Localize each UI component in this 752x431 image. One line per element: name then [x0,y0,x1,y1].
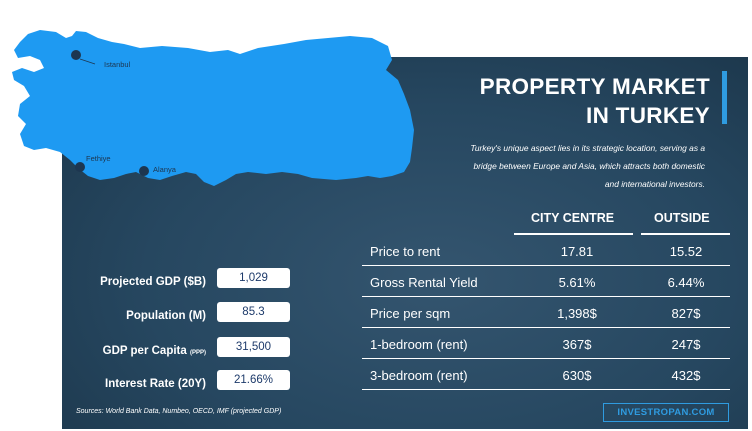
istanbul-leader [79,58,96,65]
table-row: Gross Rental Yield 5.61% 6.44% [362,266,730,297]
kpi-label-text: Projected GDP ($B) [100,276,206,288]
kpi-label-population: Population (M) [72,310,206,322]
alanya-dot [139,166,149,176]
subtitle-line-2: bridge between Europe and Asia, which at… [473,161,705,171]
kpi-value-gdp-per-capita: 31,500 [217,337,290,357]
table-row: 3-bedroom (rent) 630$ 432$ [362,359,730,390]
kpi-label-text: Interest Rate (20Y) [105,378,206,390]
page-title: PROPERTY MARKET IN TURKEY [480,72,710,130]
row-divider [362,389,730,390]
row-divider [362,296,730,297]
kpi-label-gdp-per-capita: GDP per Capita (PPP) [72,345,206,357]
subtitle: Turkey's unique aspect lies in its strat… [405,139,705,193]
row-label: 3-bedroom (rent) [370,368,468,383]
title-accent-bar [722,71,727,124]
row-label: Price to rent [370,244,441,259]
column-header-underline-city [514,233,633,235]
table-row: Price to rent 17.81 15.52 [362,235,730,266]
title-line-2: IN TURKEY [586,103,710,128]
kpi-value-population: 85.3 [217,302,290,322]
column-header-city-centre: CITY CENTRE [531,211,615,225]
column-header-outside: OUTSIDE [654,211,710,225]
kpi-value-interest-rate: 21.66% [217,370,290,390]
subtitle-line-1: Turkey's unique aspect lies in its strat… [470,143,705,153]
row-divider [362,327,730,328]
subtitle-line-3: and international investors. [604,179,705,189]
row-value-city: 630$ [562,368,592,383]
row-value-city: 1,398$ [557,306,597,321]
kpi-label-text: GDP per Capita [102,345,187,357]
brand-link[interactable]: INVESTROPAN.COM [603,403,729,422]
row-value-outside: 15.52 [669,244,703,259]
city-label-istanbul: Istanbul [104,60,131,69]
row-divider [362,265,730,266]
turkey-map [12,30,414,186]
turkey-map-shape [12,30,414,186]
istanbul-dot [71,50,81,60]
row-value-outside: 6.44% [667,275,705,290]
kpi-label-projected-gdp: Projected GDP ($B) [72,276,206,288]
row-label: Price per sqm [370,306,451,321]
sources-note: Sources: World Bank Data, Numbeo, OECD, … [76,408,282,415]
row-value-outside: 827$ [671,306,701,321]
row-value-outside: 432$ [671,368,701,383]
row-value-city: 5.61% [558,275,596,290]
column-header-underline-outside [641,233,730,235]
fethiye-dot [75,162,85,172]
title-line-1: PROPERTY MARKET [479,74,710,99]
kpi-label-interest-rate: Interest Rate (20Y) [72,378,206,390]
city-label-fethiye: Fethiye [86,154,111,163]
row-label: 1-bedroom (rent) [370,337,468,352]
table-row: 1-bedroom (rent) 367$ 247$ [362,328,730,359]
row-value-outside: 247$ [671,337,701,352]
row-label: Gross Rental Yield [370,275,478,290]
row-value-city: 17.81 [560,244,594,259]
table-row: Price per sqm 1,398$ 827$ [362,297,730,328]
kpi-value-projected-gdp: 1,029 [217,268,290,288]
city-label-alanya: Alanya [153,165,176,174]
kpi-label-suffix: (PPP) [189,350,206,356]
row-value-city: 367$ [562,337,592,352]
kpi-label-text: Population (M) [126,310,206,322]
row-divider [362,358,730,359]
